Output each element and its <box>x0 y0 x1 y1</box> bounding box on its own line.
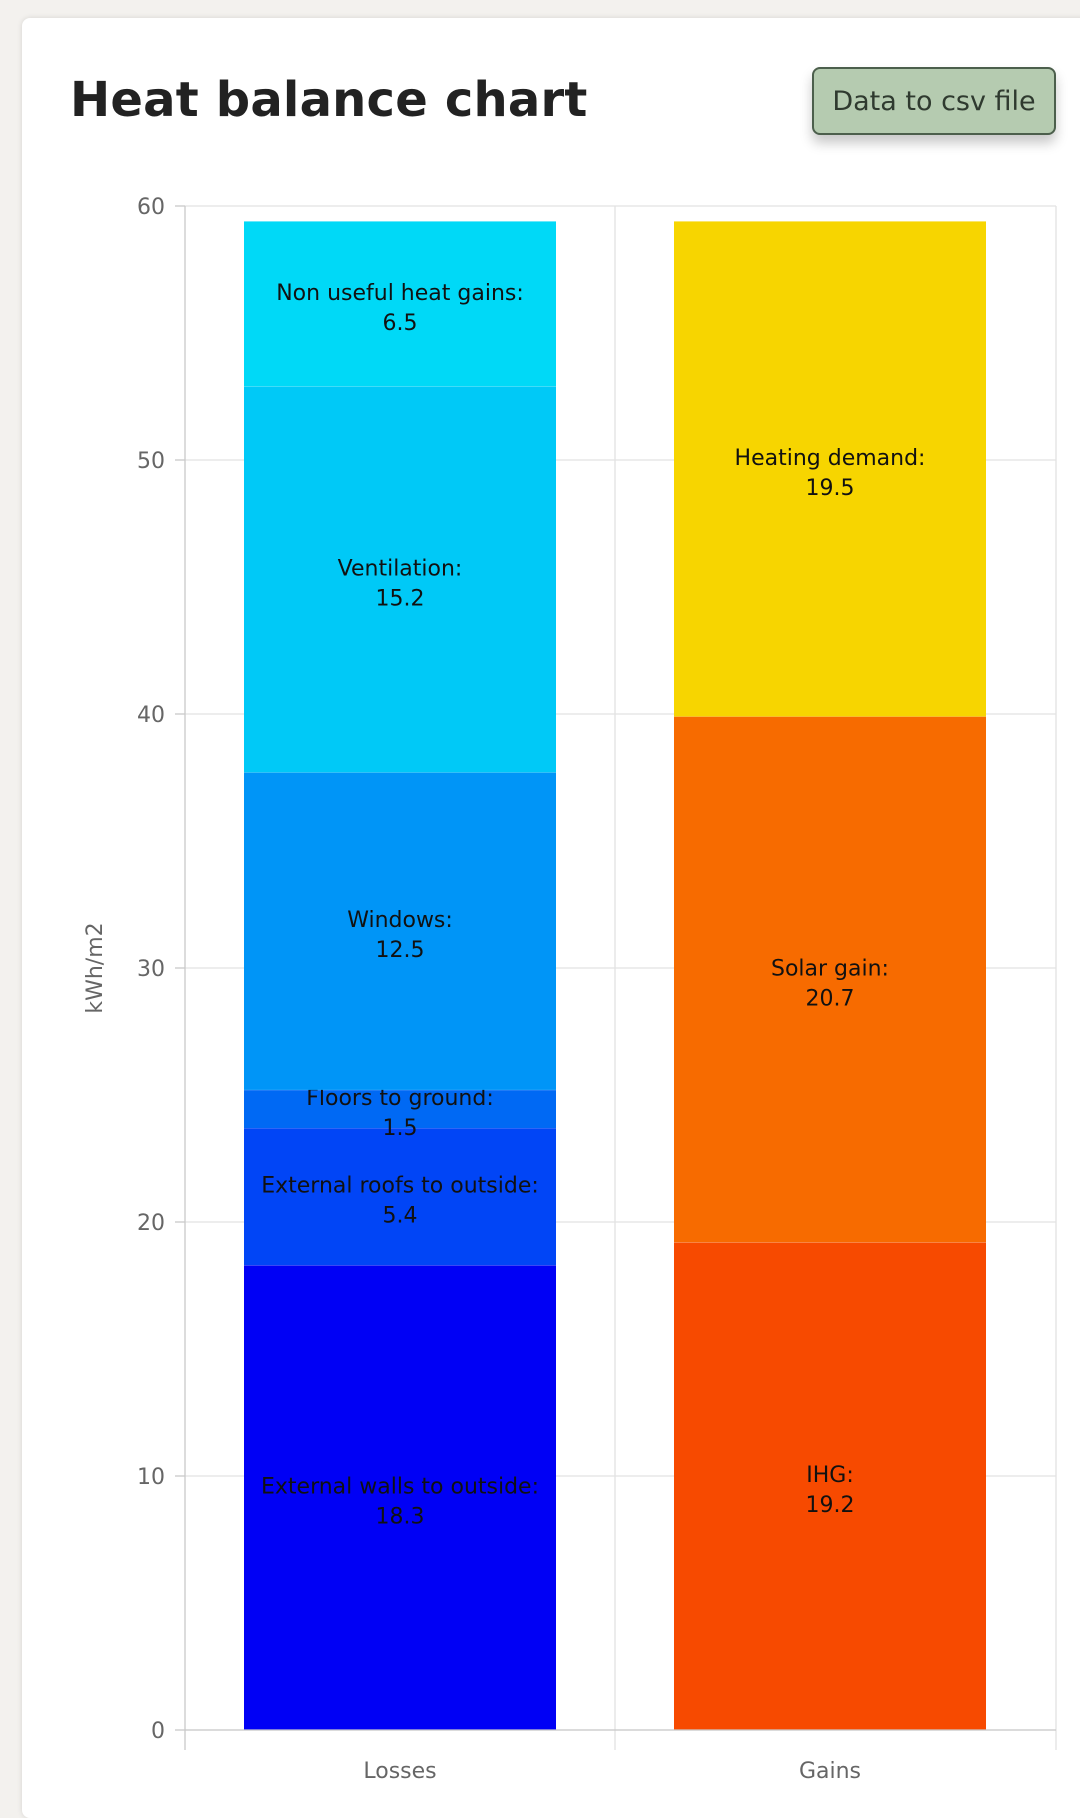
x-tick-label: Gains <box>799 1759 861 1779</box>
segment-label: Windows: <box>347 908 453 933</box>
y-tick-label: 10 <box>137 1465 165 1490</box>
segment-label: IHG: <box>806 1463 854 1488</box>
segment-label: External walls to outside: <box>261 1475 539 1500</box>
page-title: Heat balance chart <box>70 72 588 128</box>
y-axis-label: kWh/m2 <box>83 922 108 1013</box>
y-tick-label: 30 <box>137 957 165 982</box>
bar-segment[interactable] <box>674 716 986 1243</box>
segment-value-label: 20.7 <box>806 986 855 1011</box>
bar-segment[interactable] <box>244 1128 556 1266</box>
y-tick-label: 40 <box>137 703 165 728</box>
segment-value-label: 18.3 <box>376 1505 425 1530</box>
y-tick-label: 60 <box>137 195 165 220</box>
segment-value-label: 15.2 <box>376 586 425 611</box>
heat-balance-chart: 0 10 20 30 40 50 60 kWh/m2 External walls to out… <box>83 195 1057 1779</box>
y-tick-label: 50 <box>137 449 165 474</box>
bar-segment[interactable] <box>244 386 556 773</box>
segment-value-label: 6.5 <box>383 311 418 336</box>
segment-value-label: 19.2 <box>806 1493 855 1518</box>
segment-label: Floors to ground: <box>306 1086 494 1111</box>
segment-value-label: 1.5 <box>383 1116 418 1141</box>
segment-value-label: 12.5 <box>376 938 425 963</box>
segment-label: Ventilation: <box>338 556 463 581</box>
y-tick-label: 20 <box>137 1211 165 1236</box>
bar-segment[interactable] <box>674 221 986 717</box>
bar-segment[interactable] <box>244 772 556 1090</box>
export-csv-button[interactable]: Data to csv file <box>812 67 1056 135</box>
bar-segment[interactable] <box>244 1089 556 1129</box>
segment-label: External roofs to outside: <box>261 1174 539 1199</box>
segment-label: Non useful heat gains: <box>276 281 524 306</box>
bar-segment[interactable] <box>244 221 556 387</box>
segment-label: Heating demand: <box>735 446 926 471</box>
segment-value-label: 5.4 <box>383 1204 418 1229</box>
bar-segment[interactable] <box>674 1242 986 1730</box>
segment-value-label: 19.5 <box>806 476 855 501</box>
bar-segment[interactable] <box>244 1265 556 1730</box>
segment-label: Solar gain: <box>771 956 889 981</box>
x-tick-label: Losses <box>363 1759 436 1779</box>
y-tick-label: 0 <box>151 1719 165 1744</box>
